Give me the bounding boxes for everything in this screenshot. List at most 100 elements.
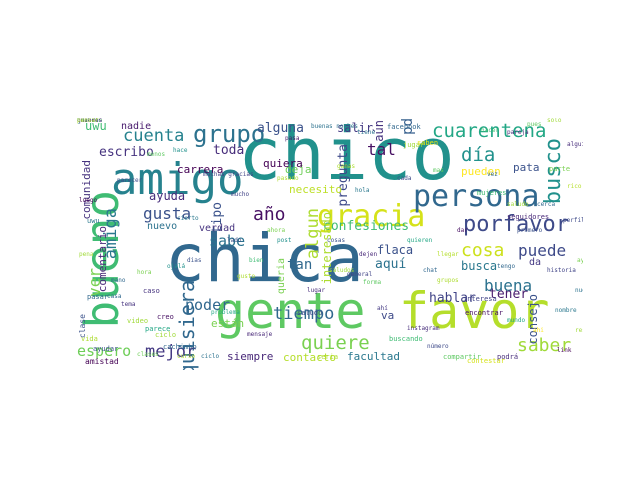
cloud-word: confesiones: [323, 219, 410, 234]
cloud-word: vida: [81, 335, 98, 343]
cloud-word: consejo: [526, 294, 540, 345]
cloud-word: saludo: [507, 201, 529, 208]
cloud-word: chico: [238, 118, 455, 196]
cloud-word: mensaje: [247, 331, 273, 338]
cloud-word: link: [557, 347, 572, 354]
cloud-word: cachimbo: [163, 343, 197, 351]
cloud-word: año: [253, 204, 286, 225]
cloud-word: quiere: [301, 332, 370, 354]
cloud-word: día: [461, 144, 496, 166]
cloud-word: cierto: [177, 215, 199, 222]
cloud-word: nombre: [555, 307, 577, 314]
cloud-word: ganas: [337, 163, 356, 170]
cloud-word: pasado: [277, 175, 299, 182]
cloud-word: ahora: [267, 227, 286, 234]
cloud-word: alguien: [567, 141, 583, 148]
cloud-word: grupo: [193, 120, 266, 148]
cloud-word: contestar: [467, 357, 505, 365]
cloud-word: mujeres: [477, 189, 507, 197]
cloud-word: nuevos: [575, 287, 583, 294]
cloud-word: compartir: [443, 353, 481, 361]
cloud-word: comunidad: [80, 160, 93, 220]
cloud-word: tiene: [357, 129, 376, 136]
cloud-word: pasa: [285, 135, 300, 142]
cloud-word: buenas noches: [311, 123, 358, 130]
cloud-word: curso: [177, 353, 196, 360]
cloud-word: hora: [137, 269, 152, 276]
cloud-word: uwu: [87, 217, 100, 225]
cloud-word: contacto: [283, 351, 336, 364]
cloud-word: encontrar: [465, 309, 503, 317]
cloud-word: pareja: [507, 129, 529, 136]
cloud-word: post: [277, 237, 292, 244]
cloud-word: escribo: [99, 145, 154, 160]
cloud-word: facultad: [347, 350, 400, 363]
cloud-word: cerca: [537, 201, 556, 208]
cloud-word: chat: [423, 267, 438, 274]
cloud-word: ojalá: [167, 263, 186, 270]
cloud-word: cada: [397, 175, 412, 182]
cloud-word: saben: [417, 139, 439, 147]
cloud-word: mejor: [145, 342, 197, 362]
cloud-word: pensar: [77, 118, 99, 124]
cloud-word: cosas: [327, 237, 346, 244]
cloud-word: gusta: [143, 204, 192, 223]
cloud-word: chica: [165, 220, 364, 297]
cloud-word: flaca: [377, 243, 414, 257]
cloud-word: quieren: [407, 237, 433, 244]
cloud-word: porfavor: [463, 212, 569, 237]
cloud-word: ayudame: [577, 257, 583, 264]
cloud-word: persona: [413, 179, 540, 214]
cloud-word: tema: [121, 301, 136, 308]
cloud-word: rico: [567, 183, 582, 190]
cloud-word: carrera: [177, 163, 224, 176]
cloud-word: sabe: [209, 232, 246, 250]
cloud-word: uwu: [85, 119, 107, 133]
cloud-word: gente: [215, 282, 366, 340]
cloud-word: buena: [484, 276, 533, 295]
cloud-word: lugar: [307, 287, 326, 294]
cloud-word: nadie: [121, 121, 152, 132]
cloud-word: saludos: [329, 267, 355, 274]
cloud-word: mano: [111, 277, 126, 284]
cloud-word: hablar: [429, 291, 476, 306]
cloud-word: hace: [173, 147, 188, 154]
cloud-word: saber: [517, 335, 572, 356]
cloud-word: ahi: [533, 327, 544, 334]
word-cloud: chica chico favor gente amigo bueno gracia pers…: [77, 118, 583, 370]
cloud-word: muchas gracias: [203, 171, 254, 178]
cloud-word: ahí: [377, 305, 388, 312]
cloud-word: problema: [211, 309, 240, 316]
cloud-word: parte: [549, 165, 571, 173]
cloud-word: casa: [107, 293, 122, 300]
cloud-word: clases: [137, 351, 159, 358]
cloud-word: mundo: [507, 317, 526, 324]
cloud-word: alguna: [257, 121, 304, 136]
cloud-word: hola: [355, 187, 370, 194]
cloud-word: saludo: [297, 309, 323, 317]
cloud-word: seria: [317, 353, 339, 361]
cloud-word: solo: [547, 118, 562, 124]
cloud-word: ciclo: [155, 331, 177, 339]
cloud-word: tener: [489, 287, 529, 302]
cloud-word: da: [529, 257, 542, 268]
cloud-word: dejen: [359, 251, 378, 258]
cloud-word: cuenta: [123, 126, 185, 146]
cloud-word: tan: [287, 257, 313, 273]
cloud-word: lado: [227, 237, 242, 244]
cloud-word: dias: [187, 257, 202, 264]
cloud-word: número: [427, 343, 449, 350]
cloud-word: verdad: [199, 223, 236, 234]
cloud-word: seguidores: [507, 213, 550, 221]
cloud-word: comentario: [96, 226, 109, 293]
cloud-word: nuevo: [147, 221, 178, 232]
cloud-word: llegar: [437, 251, 459, 258]
cloud-word: facebook: [387, 123, 421, 131]
cloud-word: gracias: [77, 118, 103, 124]
cloud-word: pues: [527, 121, 542, 128]
cloud-word: parece: [145, 325, 171, 333]
cloud-word: vez: [487, 171, 498, 178]
cloud-word: gracia: [317, 199, 426, 234]
cloud-word: bien: [249, 257, 264, 264]
cloud-word: toda: [213, 143, 245, 158]
